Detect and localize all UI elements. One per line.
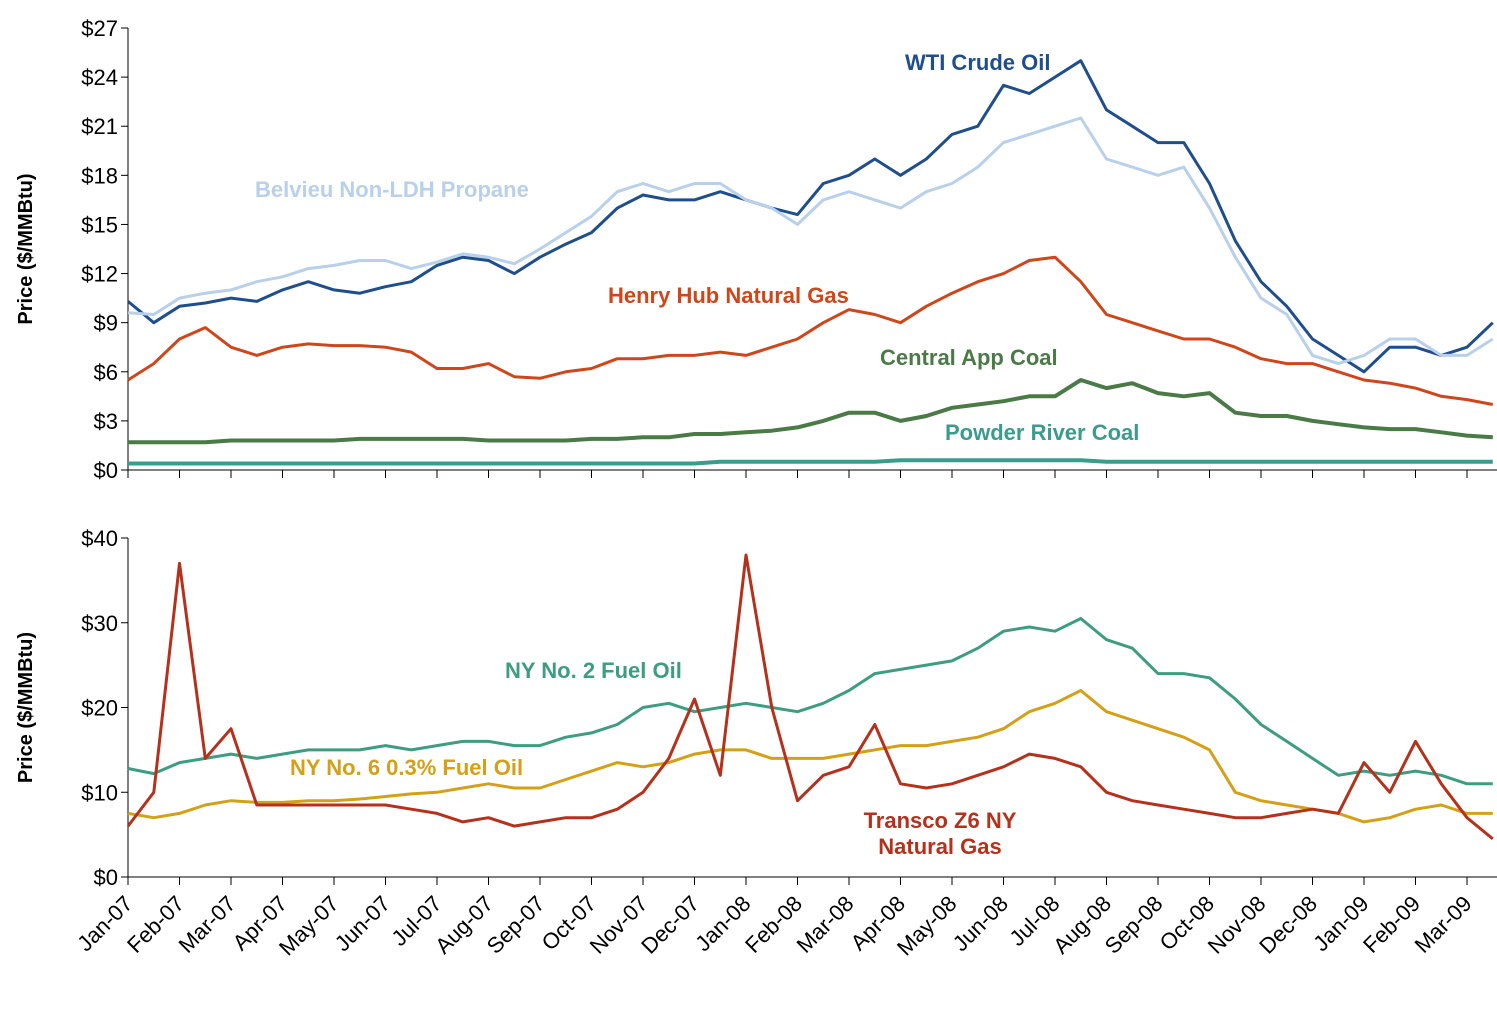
series-line xyxy=(128,378,1493,445)
x-tick-label: Dec-07 xyxy=(636,891,704,959)
series-label: Central App Coal xyxy=(880,345,1058,370)
series-label: NY No. 2 Fuel Oil xyxy=(505,658,682,683)
series-label: Transco Z6 NY Natural Gas xyxy=(863,808,1017,859)
series-label: Powder River Coal xyxy=(945,420,1140,445)
y-tick-label: $9 xyxy=(94,311,118,336)
x-tick-label: Feb-09 xyxy=(1358,891,1425,958)
series-line xyxy=(126,553,1494,841)
y-tick-label: $20 xyxy=(81,696,118,721)
y-tick-label: $10 xyxy=(81,780,118,805)
series-label: WTI Crude Oil xyxy=(905,50,1051,75)
series-line xyxy=(127,255,1494,406)
x-tick-label: Mar-08 xyxy=(792,891,859,958)
x-tick-label: Sep-07 xyxy=(482,891,550,959)
series-label: Belvieu Non-LDH Propane xyxy=(255,177,529,202)
x-tick-label: Feb-08 xyxy=(740,891,807,958)
series-label: Henry Hub Natural Gas xyxy=(608,283,849,308)
y-tick-label: $6 xyxy=(94,360,118,385)
y-tick-label: $18 xyxy=(81,163,118,188)
y-tick-label: $12 xyxy=(81,262,118,287)
y-axis-title: Price ($/MMBtu) xyxy=(15,173,37,324)
y-tick-label: $30 xyxy=(81,611,118,636)
x-tick-label: Mar-07 xyxy=(174,891,241,958)
series-line xyxy=(128,458,1493,466)
series-line xyxy=(127,617,1493,786)
y-tick-label: $21 xyxy=(81,114,118,139)
y-tick-label: $0 xyxy=(94,865,118,890)
y-tick-label: $27 xyxy=(81,16,118,41)
y-tick-label: $3 xyxy=(94,409,118,434)
x-tick-label: Sep-08 xyxy=(1100,891,1168,959)
x-tick-label: Jun-07 xyxy=(330,891,395,956)
y-tick-label: $0 xyxy=(94,458,118,483)
series-line xyxy=(127,116,1494,366)
x-tick-label: Feb-07 xyxy=(122,891,189,958)
y-tick-label: $15 xyxy=(81,212,118,237)
x-tick-label: Dec-08 xyxy=(1254,891,1322,959)
y-axis-title: Price ($/MMBtu) xyxy=(15,632,37,783)
series-line xyxy=(127,59,1494,374)
series-label: NY No. 6 0.3% Fuel Oil xyxy=(290,755,524,780)
y-tick-label: $24 xyxy=(81,65,118,90)
x-tick-label: Jun-08 xyxy=(948,891,1013,956)
series-line xyxy=(127,689,1493,824)
y-tick-label: $40 xyxy=(81,526,118,551)
x-tick-label: Mar-09 xyxy=(1410,891,1477,958)
